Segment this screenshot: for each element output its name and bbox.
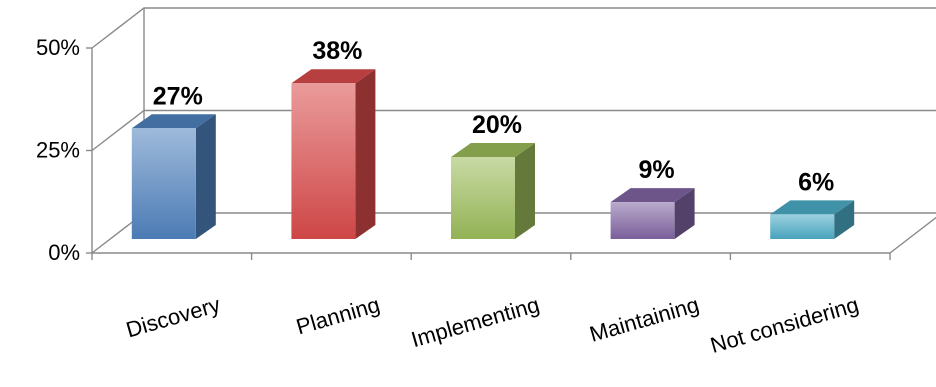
bar-side — [515, 143, 535, 239]
x-tick-label: Not considering — [708, 292, 862, 358]
bar-not-considering — [770, 200, 855, 239]
bar-top — [451, 143, 535, 157]
x-tick-label: Discovery — [123, 292, 223, 343]
x-tick-label: Implementing — [408, 292, 542, 352]
data-label: 27% — [153, 82, 203, 110]
gridline — [91, 7, 936, 49]
bar-discovery — [131, 114, 216, 239]
x-tick-label: Planning — [293, 292, 382, 340]
bar — [451, 157, 515, 239]
data-label: 6% — [798, 168, 834, 196]
chart-bars — [131, 69, 855, 239]
bar-maintaining — [610, 188, 695, 239]
bar — [131, 128, 196, 239]
data-label: 20% — [472, 111, 522, 139]
bar-top — [291, 69, 376, 84]
y-tick-label: 50% — [36, 35, 80, 60]
bar-top — [770, 200, 855, 215]
y-tick-label: 0% — [48, 240, 80, 265]
bar-side — [195, 114, 216, 239]
floor-edge — [889, 216, 936, 254]
y-tick-label: 25% — [36, 138, 80, 163]
bar-side — [355, 69, 376, 239]
x-tick-label: Maintaining — [587, 292, 702, 347]
bar-planning — [291, 69, 376, 239]
bar-side — [834, 200, 855, 239]
data-label: 9% — [639, 156, 675, 184]
data-label: 38% — [312, 37, 362, 65]
bar — [770, 214, 835, 239]
bar-top — [131, 114, 216, 129]
bar — [291, 83, 356, 239]
bar-implementing — [451, 143, 535, 239]
bar-top — [610, 188, 695, 203]
bar-side — [674, 188, 695, 239]
bar — [610, 202, 675, 239]
